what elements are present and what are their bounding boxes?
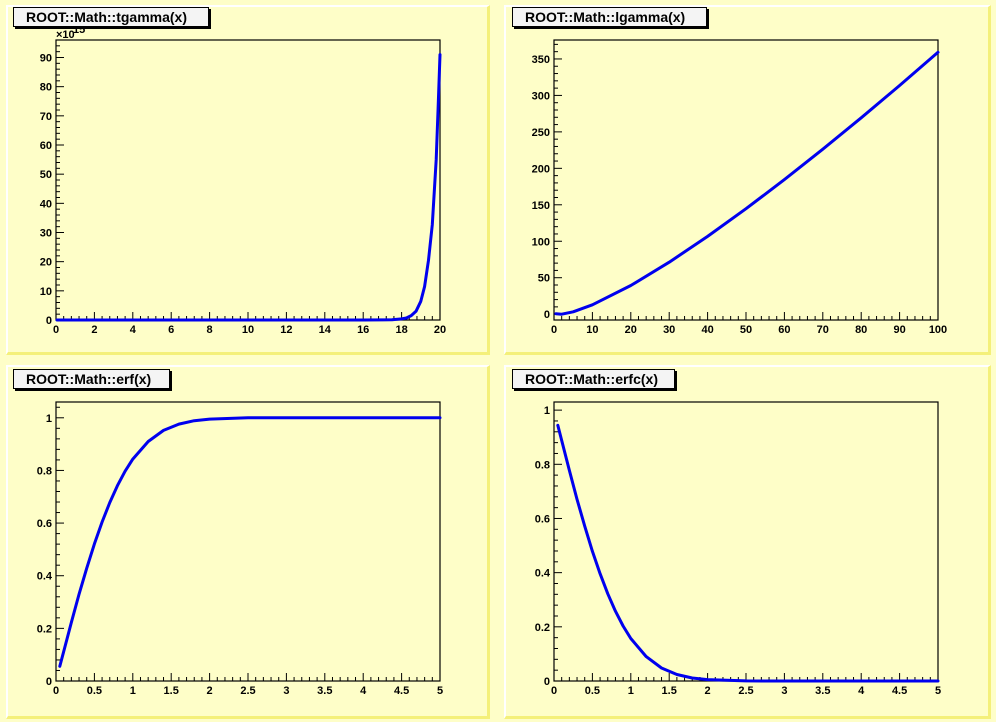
erf-xtick-label: 2.5	[240, 685, 255, 697]
erfc-xtick-label: 0.5	[585, 685, 600, 697]
erfc-ytick-label: 0.8	[535, 459, 550, 471]
title-tgamma[interactable]: ROOT::Math::tgamma(x)	[13, 7, 209, 27]
pad-erf[interactable]	[6, 365, 490, 719]
lgamma-xtick-label: 30	[663, 324, 675, 336]
erfc-xtick-label: 0	[551, 685, 557, 697]
pad-erfc[interactable]	[504, 365, 991, 719]
title-erfc[interactable]: ROOT::Math::erfc(x)	[512, 369, 675, 389]
erf-ytick-label: 0.2	[37, 623, 52, 635]
erfc-xtick-label: 2.5	[738, 685, 753, 697]
tgamma-curve	[55, 53, 442, 322]
lgamma-frame	[553, 39, 939, 321]
tgamma-ytick-label: 50	[40, 169, 52, 181]
pad-lgamma[interactable]	[504, 5, 991, 355]
erf-curve	[58, 416, 442, 668]
lgamma-xtick-label: 80	[855, 324, 867, 336]
erf-ytick-label: 1	[46, 413, 52, 425]
lgamma-xtick-label: 50	[740, 324, 752, 336]
lgamma-xtick-label: 40	[701, 324, 713, 336]
lgamma-ytick-label: 300	[532, 90, 550, 102]
lgamma-xtick-label: 70	[817, 324, 829, 336]
lgamma-xtick-label: 100	[929, 324, 947, 336]
erf-ytick-label: 0.8	[37, 465, 52, 477]
erfc-ytick-label: 0.4	[535, 568, 551, 580]
erfc-curve	[556, 423, 940, 683]
tgamma-xtick-label: 8	[207, 324, 213, 336]
erfc-ytick-label: 0	[544, 676, 550, 688]
tgamma-xtick-label: 18	[395, 324, 407, 336]
erf-xtick-label: 3	[283, 685, 289, 697]
pad-tgamma[interactable]	[6, 5, 490, 355]
erf-ytick-label: 0.6	[37, 518, 52, 530]
tgamma-ytick-label: 30	[40, 228, 52, 240]
tgamma-ytick-label: 0	[46, 315, 52, 327]
tgamma-xtick-label: 6	[168, 324, 174, 336]
erfc-xtick-label: 2	[705, 685, 711, 697]
erf-xtick-label: 3.5	[317, 685, 332, 697]
erf-ytick-label: 0.4	[37, 571, 53, 583]
tgamma-ytick-label: 10	[40, 286, 52, 298]
erf-xtick-label: 0.5	[87, 685, 102, 697]
erfc-ytick-label: 0.2	[535, 622, 550, 634]
tgamma-xtick-label: 10	[242, 324, 254, 336]
erfc-xtick-label: 4.5	[892, 685, 907, 697]
tgamma-xtick-label: 0	[53, 324, 59, 336]
erf-xtick-label: 1.5	[164, 685, 179, 697]
erf-xtick-label: 4.5	[394, 685, 409, 697]
erfc-xtick-label: 4	[858, 685, 865, 697]
tgamma-xtick-label: 2	[91, 324, 97, 336]
lgamma-ytick-label: 150	[532, 200, 550, 212]
tgamma-xtick-label: 4	[130, 324, 137, 336]
erfc-frame	[553, 401, 939, 682]
tgamma-xtick-label: 16	[357, 324, 369, 336]
erfc-xtick-label: 3	[781, 685, 787, 697]
tgamma-ytick-label: 90	[40, 53, 52, 65]
lgamma-ytick-label: 200	[532, 163, 550, 175]
erf-xtick-label: 1	[130, 685, 136, 697]
erf-xtick-label: 4	[360, 685, 367, 697]
title-erf[interactable]: ROOT::Math::erf(x)	[13, 369, 170, 389]
tgamma-frame	[55, 39, 441, 321]
tgamma-ytick-label: 70	[40, 111, 52, 123]
erf-xtick-label: 0	[53, 685, 59, 697]
lgamma-xtick-label: 10	[586, 324, 598, 336]
lgamma-xtick-label: 60	[778, 324, 790, 336]
erfc-xtick-label: 1	[628, 685, 634, 697]
erf-xtick-label: 2	[207, 685, 213, 697]
tgamma-xtick-label: 20	[434, 324, 446, 336]
lgamma-xtick-label: 90	[893, 324, 905, 336]
lgamma-ytick-label: 50	[538, 273, 550, 285]
erf-ytick-label: 0	[46, 676, 52, 688]
title-lgamma[interactable]: ROOT::Math::lgamma(x)	[512, 7, 707, 27]
lgamma-ytick-label: 350	[532, 54, 550, 66]
lgamma-xtick-label: 20	[625, 324, 637, 336]
tgamma-ytick-label: 40	[40, 198, 52, 210]
erf-frame	[55, 401, 441, 682]
lgamma-ytick-label: 0	[544, 309, 550, 321]
tgamma-xtick-label: 14	[319, 324, 332, 336]
erfc-xtick-label: 3.5	[815, 685, 830, 697]
tgamma-xtick-label: 12	[280, 324, 292, 336]
tgamma-ytick-label: 60	[40, 140, 52, 152]
tgamma-y-exponent-power: 15	[73, 24, 85, 36]
lgamma-xtick-label: 0	[551, 324, 557, 336]
tgamma-y-exponent: ×10	[56, 29, 75, 41]
lgamma-ytick-label: 250	[532, 127, 550, 139]
tgamma-ytick-label: 20	[40, 257, 52, 269]
tgamma-ytick-label: 80	[40, 82, 52, 94]
erfc-xtick-label: 1.5	[662, 685, 677, 697]
erfc-ytick-label: 0.6	[535, 513, 550, 525]
erf-xtick-label: 5	[437, 685, 443, 697]
lgamma-ytick-label: 100	[532, 236, 550, 248]
erfc-ytick-label: 1	[544, 405, 550, 417]
erfc-xtick-label: 5	[935, 685, 941, 697]
lgamma-curve	[554, 50, 940, 316]
